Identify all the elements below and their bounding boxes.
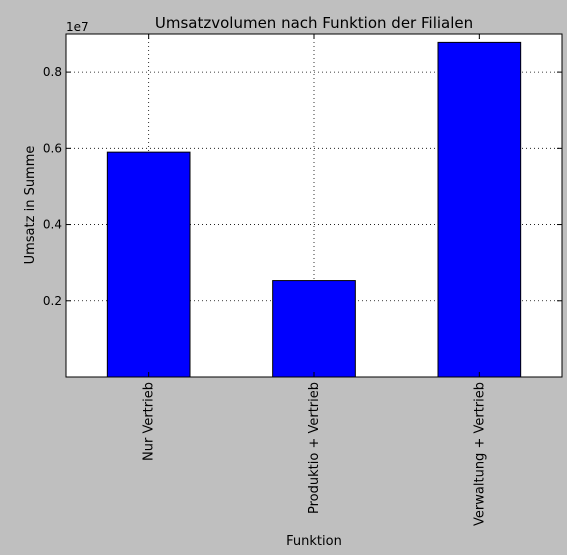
y-offset-label: 1e7 xyxy=(66,20,89,34)
bars xyxy=(106,41,522,378)
x-tick-label: Nur Vertrieb xyxy=(142,382,157,461)
chart-title: Umsatzvolumen nach Funktion der Filialen xyxy=(155,14,473,32)
ticks: 0.2 0.4 0.6 0.8 Nur Vertrieb Produktio + Vert… xyxy=(43,34,562,526)
y-tick-label: 0.4 xyxy=(43,218,62,232)
x-tick-label: Produktio + Vertrieb xyxy=(307,382,322,514)
bar-nur-vertrieb xyxy=(106,151,191,378)
y-tick-label: 0.2 xyxy=(43,294,62,308)
x-tick-label: Verwaltung + Vertrieb xyxy=(472,382,487,526)
bar-verwaltung-vertrieb xyxy=(437,41,522,378)
y-tick-label: 0.8 xyxy=(43,65,62,79)
bar-produktio-vertrieb xyxy=(272,280,356,378)
y-axis-label: Umsatz in Summe xyxy=(23,146,38,265)
y-tick-label: 0.6 xyxy=(43,141,62,155)
x-axis-label: Funktion xyxy=(286,534,342,549)
